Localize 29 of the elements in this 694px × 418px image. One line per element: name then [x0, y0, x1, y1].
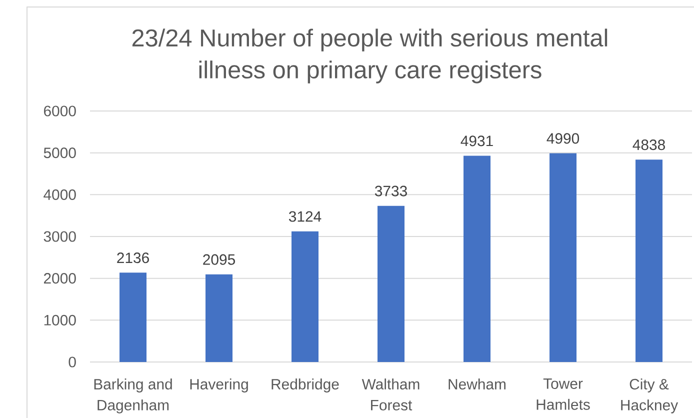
- data-label: 3124: [288, 211, 322, 222]
- bar: [636, 160, 663, 362]
- chart-title: 23/24 Number of people with serious mental illness on primary care registers: [132, 28, 608, 84]
- x-tick-label: Havering: [190, 378, 248, 392]
- data-label: 4990: [546, 133, 580, 144]
- x-tick-label: Waltham Forest: [362, 378, 420, 410]
- bar: [120, 272, 147, 362]
- x-tick-label: Newham: [448, 378, 506, 390]
- data-label: 2136: [117, 252, 149, 264]
- data-label: 4838: [632, 140, 665, 150]
- x-tick-label: Tower Hamlets: [536, 378, 590, 410]
- x-tick-label: Barking and Dagenham: [94, 378, 172, 414]
- bar: [378, 206, 405, 362]
- x-tick-label: Redbridge: [272, 378, 339, 392]
- bar: [464, 156, 491, 362]
- bar: [292, 231, 319, 362]
- y-tick-label: 4000: [44, 189, 76, 200]
- y-tick-label: 5000: [44, 148, 76, 158]
- data-label: 2095: [203, 254, 235, 265]
- data-label: 3733: [374, 186, 407, 196]
- y-tick-label: 1000: [44, 314, 76, 326]
- y-tick-label: 6000: [44, 106, 76, 116]
- x-tick-label: City & Hackney: [621, 378, 678, 414]
- y-tick-label: 3000: [44, 231, 76, 242]
- bar: [206, 274, 233, 362]
- y-tick-label: 2000: [44, 273, 76, 284]
- data-label: 4931: [460, 136, 493, 146]
- y-tick-label: 0: [68, 356, 76, 368]
- bar: [550, 153, 577, 362]
